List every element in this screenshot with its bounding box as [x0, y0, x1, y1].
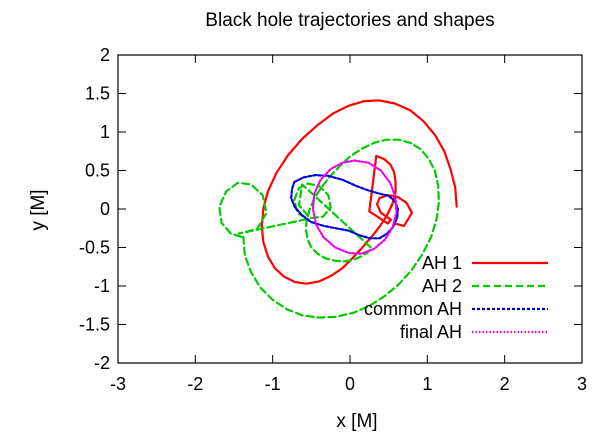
x-tick-label: 1 — [422, 374, 432, 394]
tick-layer: -3 -2 -1 0 1 2 3-2-1.5-1-0.500.511.52 — [79, 45, 587, 394]
series-line-1 — [260, 99, 458, 285]
x-tick-label: 3 — [577, 374, 587, 394]
legend-label: AH 2 — [422, 276, 462, 296]
plot-area: -3 -2 -1 0 1 2 3-2-1.5-1-0.500.511.52 — [79, 45, 587, 394]
series-line-4 — [311, 159, 398, 255]
y-axis-label: y [M] — [28, 189, 49, 230]
legend: AH 1 AH 2 common AH final AH — [364, 253, 548, 342]
legend-label: AH 1 — [422, 253, 462, 273]
x-tick-label: 2 — [500, 374, 510, 394]
y-tick-label: 2 — [100, 45, 110, 65]
legend-label: common AH — [364, 299, 462, 319]
series-layer — [218, 99, 458, 319]
y-tick-label: 0.5 — [85, 161, 110, 181]
y-tick-label: -0.5 — [79, 238, 110, 258]
y-tick-label: -1 — [94, 276, 110, 296]
y-tick-label: 1 — [100, 122, 110, 142]
x-axis-label: x [M] — [336, 411, 377, 432]
x-tick-label: -3 — [110, 374, 126, 394]
y-tick-label: 0 — [100, 199, 110, 219]
y-tick-label: 1.5 — [85, 84, 110, 104]
plot-frame — [117, 54, 583, 364]
legend-label: final AH — [400, 322, 462, 342]
series-line-2 — [218, 138, 440, 319]
x-tick-label: -1 — [265, 374, 281, 394]
x-tick-label: 0 — [345, 374, 355, 394]
x-tick-label: -2 — [187, 374, 203, 394]
y-tick-label: -2 — [94, 353, 110, 373]
chart-title: Black hole trajectories and shapes — [205, 10, 494, 31]
y-tick-label: -1.5 — [79, 315, 110, 335]
